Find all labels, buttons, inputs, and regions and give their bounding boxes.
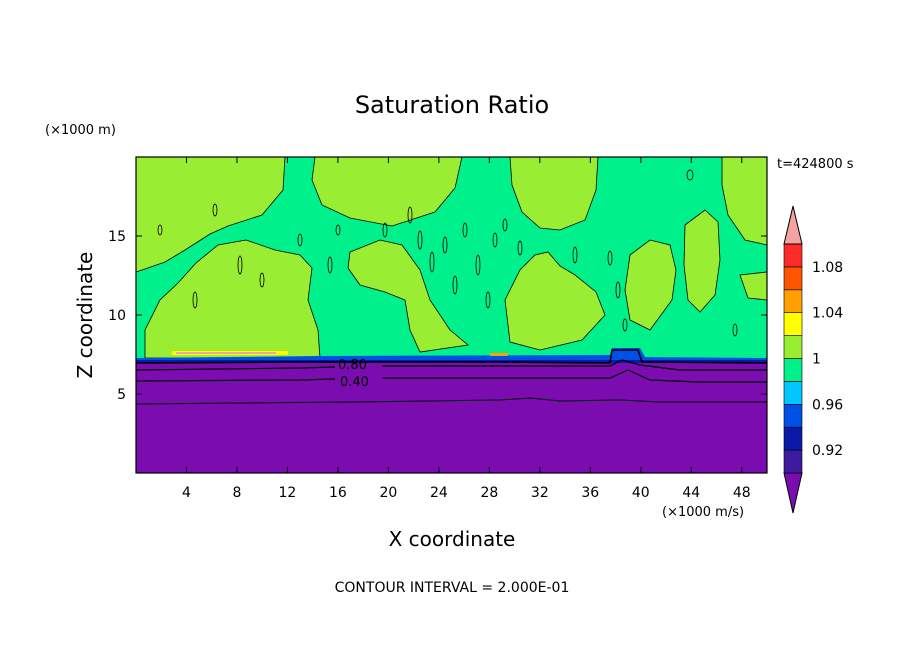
colorbar-swatch — [783, 289, 803, 313]
y-axis-label: Z coordinate — [73, 252, 97, 379]
supersaturated-region — [624, 239, 677, 331]
supersaturated-region — [135, 156, 286, 273]
colorbar-max-arrow — [783, 205, 803, 245]
supersaturated-region — [347, 239, 469, 353]
colorbar-swatch — [783, 335, 803, 359]
supersaturated-streak-small — [490, 353, 508, 356]
contour-lines — [135, 349, 768, 405]
colorbar-swatch — [783, 403, 803, 428]
supersaturated-region — [504, 251, 606, 351]
time-label: t=424800 s — [777, 157, 854, 172]
x-tick-label: 20 — [379, 485, 397, 501]
boundary-layer — [136, 348, 767, 473]
x-tick-label: 12 — [279, 485, 297, 501]
colorbar-label: 1 — [812, 352, 821, 368]
colorbar-swatch — [783, 449, 803, 474]
x-tick-label: 28 — [480, 485, 498, 501]
x-tick-label: 48 — [733, 485, 751, 501]
contour-label: 0.80 — [338, 358, 367, 373]
supersaturated-region — [311, 156, 463, 227]
supersaturated-region — [683, 209, 721, 313]
y-axis: 5 10 15 — [108, 229, 767, 403]
x-tick-label: 40 — [632, 485, 650, 501]
colorbar-swatch — [783, 266, 803, 291]
colorbar-label: 0.92 — [812, 443, 843, 459]
x-tick-label: 24 — [430, 485, 448, 501]
colorbar-swatch — [783, 358, 803, 382]
colorbar-label: 0.96 — [812, 397, 843, 413]
colorbar: 0.92 0.96 1 1.04 1.08 — [783, 205, 843, 514]
chart-title: Saturation Ratio — [355, 91, 549, 119]
contour-interval-footer: CONTOUR INTERVAL = 2.000E-01 — [335, 580, 570, 596]
y-tick-label: 10 — [108, 308, 126, 324]
x-axis-label: X coordinate — [389, 527, 516, 551]
x-tick-label: 44 — [682, 485, 700, 501]
x-unit-label: (×1000 m/s) — [662, 505, 744, 520]
y-unit-label: (×1000 m) — [45, 123, 116, 138]
supersaturated-streak-core — [176, 352, 276, 354]
transition-band-blue — [136, 348, 767, 362]
supersaturated-region — [144, 239, 321, 359]
contour-label: 0.40 — [340, 375, 369, 390]
x-tick-label: 36 — [581, 485, 599, 501]
colorbar-swatch — [783, 243, 803, 268]
x-tick-label: 4 — [182, 485, 191, 501]
x-tick-label: 8 — [232, 485, 241, 501]
colorbar-swatch — [783, 381, 803, 405]
colorbar-label: 1.08 — [812, 260, 843, 276]
y-tick-label: 5 — [117, 387, 126, 403]
supersaturated-region — [509, 156, 599, 231]
colorbar-label: 1.04 — [812, 306, 843, 322]
plot-area — [135, 156, 768, 473]
y-tick-label: 15 — [108, 229, 126, 245]
contour-specks — [157, 169, 738, 337]
x-tick-label: 32 — [531, 485, 549, 501]
x-axis: 4 8 12 16 20 24 28 32 36 40 44 48 — [182, 157, 751, 501]
x-tick-label: 16 — [329, 485, 347, 501]
colorbar-min-arrow — [783, 472, 803, 514]
colorbar-swatch — [783, 426, 803, 451]
colorbar-swatch — [783, 312, 803, 336]
